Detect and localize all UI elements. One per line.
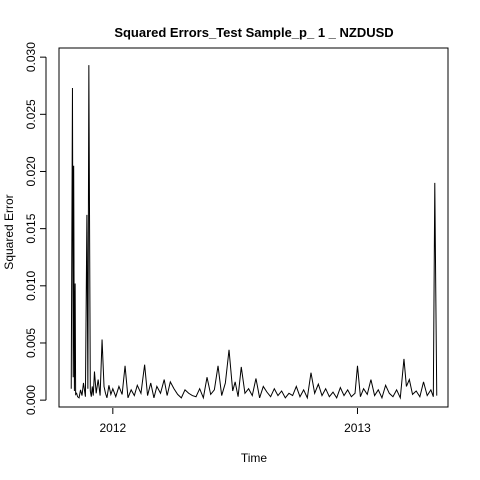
y-axis-label: Squared Error — [2, 194, 16, 269]
series-layer — [70, 65, 438, 400]
y-tick-label: 0.005 — [24, 328, 38, 358]
y-axis: 0.000 0.005 0.010 0.015 0.020 0.025 0.030 — [24, 42, 47, 415]
y-tick-label: 0.025 — [24, 99, 38, 129]
y-tick-label: 0.015 — [24, 213, 38, 243]
y-tick-label: 0.030 — [24, 42, 38, 72]
y-tick-label: 0.000 — [24, 385, 38, 415]
x-axis: 2012 2013 — [99, 408, 371, 435]
y-tick-label: 0.010 — [24, 270, 38, 300]
x-tick-label: 2013 — [344, 421, 371, 435]
squared-error-series-line — [70, 65, 438, 400]
y-tick-label: 0.020 — [24, 156, 38, 186]
plot-frame — [58, 47, 449, 408]
x-tick-label: 2012 — [99, 421, 126, 435]
chart-title: Squared Errors_Test Sample_p_ 1 _ NZDUSD — [114, 25, 393, 40]
x-axis-label: Time — [241, 451, 268, 465]
